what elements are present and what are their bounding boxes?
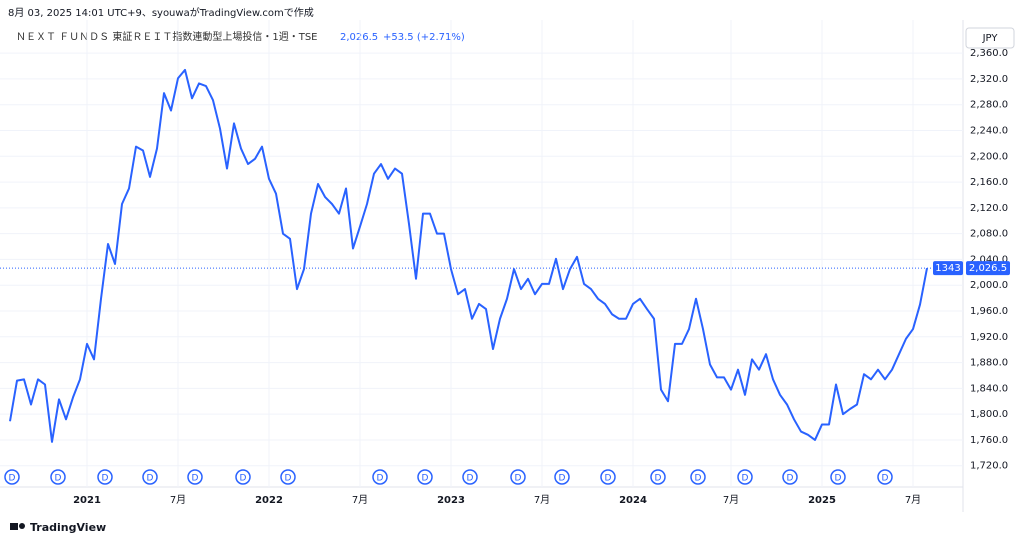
x-tick-label: 7月 — [352, 494, 368, 506]
dividend-marker — [4, 469, 20, 485]
dividend-marker — [417, 469, 433, 485]
price-box — [966, 261, 1010, 276]
x-tick-label: 2022 — [255, 495, 283, 506]
dividend-marker — [372, 469, 388, 485]
caption: 8月 03, 2025 14:01 UTC+9、syouwaがTradingVi… — [8, 6, 314, 19]
price-label: 2,026.5 — [969, 263, 1007, 274]
x-tick-label: 2023 — [437, 495, 465, 506]
countdown: 1343 — [935, 263, 960, 274]
x-tick-label: 2025 — [808, 495, 836, 506]
last-price: 2,026.5 — [340, 32, 378, 43]
countdown-box — [933, 261, 963, 276]
dividend-label: D — [285, 474, 292, 484]
x-tick-label: 2024 — [619, 495, 647, 506]
x-tick-label: 7月 — [170, 494, 186, 506]
dividend-label: D — [787, 474, 794, 484]
y-tick-label: 1,880.0 — [970, 358, 1008, 369]
dividend-label: D — [882, 474, 889, 484]
currency: JPY — [982, 33, 999, 44]
dividend-marker — [510, 469, 526, 485]
symbol: ＮＥＸＴ ＦＵＮＤＳ 東証ＲＥＩＴ指数連動型上場投信・1週・TSE — [16, 30, 318, 43]
dividend-label: D — [742, 474, 749, 484]
price-line — [9, 68, 928, 443]
y-tick-label: 1,960.0 — [970, 306, 1008, 317]
x-tick-label: 7月 — [905, 494, 921, 506]
dividend-marker — [650, 469, 666, 485]
y-tick-label: 1,720.0 — [970, 461, 1008, 472]
dividend-marker — [462, 469, 478, 485]
currency-box[interactable] — [965, 27, 1015, 49]
x-tick-label: 7月 — [534, 494, 550, 506]
dividend-label: D — [605, 474, 612, 484]
dividend-marker — [554, 469, 570, 485]
dividend-label: D — [655, 474, 662, 484]
x-tick-label: 2021 — [73, 495, 101, 506]
dividend-label: D — [835, 474, 842, 484]
dividend-label: D — [192, 474, 199, 484]
dividend-marker — [830, 469, 846, 485]
logo — [10, 523, 25, 530]
grid — [0, 20, 963, 487]
dividend-marker — [737, 469, 753, 485]
dividend-marker — [235, 469, 251, 485]
dividend-label: D — [102, 474, 109, 484]
dividend-marker — [142, 469, 158, 485]
y-tick-label: 1,800.0 — [970, 409, 1008, 420]
dividend-marker — [600, 469, 616, 485]
y-tick-label: 2,360.0 — [970, 48, 1008, 59]
x-tick-label: 7月 — [723, 494, 739, 506]
dividend-label: D — [55, 474, 62, 484]
y-tick-label: 1,840.0 — [970, 383, 1008, 394]
change: +53.5 (+2.71%) — [383, 32, 465, 43]
y-tick-label: 2,160.0 — [970, 177, 1008, 188]
dividend-marker — [782, 469, 798, 485]
dividend-marker — [97, 469, 113, 485]
y-tick-label: 2,000.0 — [970, 280, 1008, 291]
dividend-marker — [690, 469, 706, 485]
y-tick-label: 2,040.0 — [970, 254, 1008, 265]
dividend-label: D — [240, 474, 247, 484]
dividend-label: D — [9, 474, 16, 484]
y-tick-label: 2,240.0 — [970, 126, 1008, 137]
y-tick-label: 2,120.0 — [970, 203, 1008, 214]
y-tick-label: 2,200.0 — [970, 151, 1008, 162]
dividend-label: D — [422, 474, 429, 484]
dividend-marker — [280, 469, 296, 485]
dividend-label: D — [467, 474, 474, 484]
dividend-label: D — [147, 474, 154, 484]
dividend-marker — [50, 469, 66, 485]
dividend-marker — [877, 469, 893, 485]
y-tick-label: 2,320.0 — [970, 74, 1008, 85]
brand: TradingView — [30, 521, 106, 534]
dividend-label: D — [559, 474, 566, 484]
y-tick-label: 1,920.0 — [970, 332, 1008, 343]
y-tick-label: 1,760.0 — [970, 435, 1008, 446]
dividend-label: D — [515, 474, 522, 484]
dividend-label: D — [695, 474, 702, 484]
dividend-label: D — [377, 474, 384, 484]
y-tick-label: 2,280.0 — [970, 100, 1008, 111]
dividend-marker — [187, 469, 203, 485]
y-tick-label: 2,080.0 — [970, 229, 1008, 240]
